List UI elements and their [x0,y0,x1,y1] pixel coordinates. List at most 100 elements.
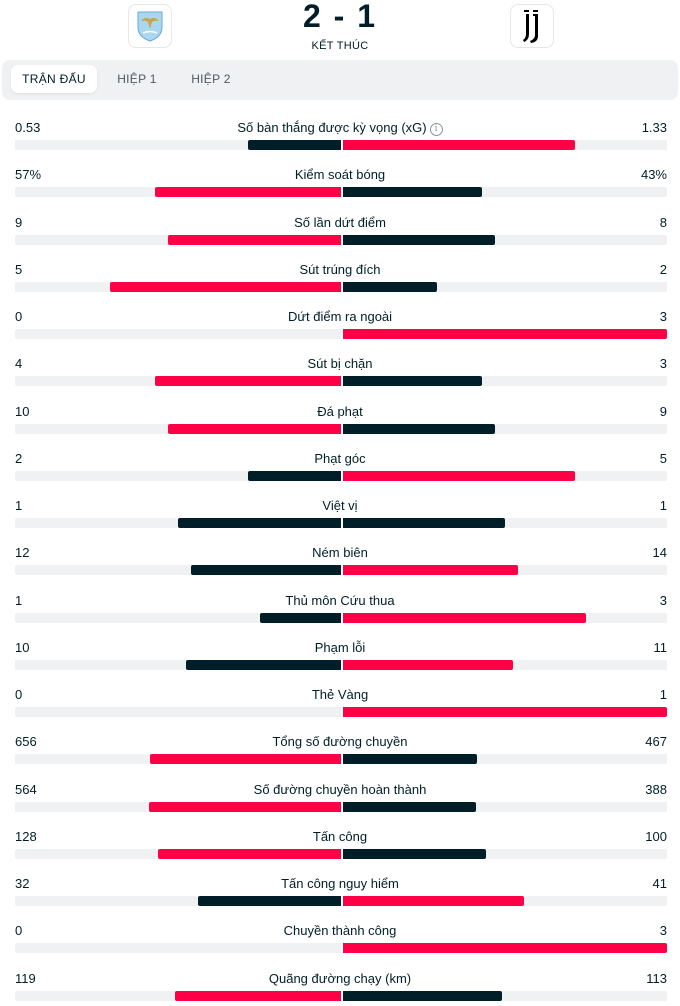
stat-label: Thủ môn Cứu thua [140,593,540,608]
away-stat-bar [343,140,575,150]
away-stat-bar-track [343,990,667,1001]
stat-row: 9 Số lần dứt điểm 8 [0,213,680,260]
away-stat-value: 113 [646,970,667,986]
away-stat-value: 1 [659,498,667,513]
stat-label: Tấn công nguy hiểm [140,876,540,891]
home-stat-bar-track [15,848,341,859]
stat-row: 564 Số đường chuyền hoàn thành 388 [0,780,680,827]
home-stat-value: 10 [15,639,30,655]
home-stat-bar-track [15,990,341,1001]
away-stat-bar [343,801,476,812]
away-stat-bar [343,754,478,765]
home-stat-bar [178,518,341,528]
stat-row: 1 Thủ môn Cứu thua 3 [0,591,680,638]
stat-row: 128 Tấn công 100 [0,827,680,874]
stat-label-text: Việt vị [322,498,358,513]
away-stat-value: 5 [659,450,667,466]
home-stat-bar-track [15,329,341,339]
tab-match[interactable]: TRẬN ĐẤU [11,65,97,93]
stat-label: Chuyền thành công [140,923,540,938]
home-stat-value: 128 [15,828,37,844]
home-stat-value: 57% [15,167,42,183]
stat-label: Sút bị chặn [140,356,540,371]
home-stat-bar-track [15,707,341,717]
away-stat-value: 3 [659,923,667,939]
home-stat-bar [186,659,341,670]
home-stat-value: 0 [15,309,23,324]
away-stat-value: 9 [659,403,667,419]
stat-label-text: Tấn công [312,828,368,844]
stat-row: 4 Sút bị chặn 3 [0,354,680,401]
home-stat-bar-track [15,754,341,765]
away-stat-bar [343,659,514,670]
match-status: KẾT THÚC [311,40,369,52]
stat-label-text: Tổng số đường chuyền [272,734,408,750]
home-stat-bar [191,565,341,576]
away-stat-value: 3 [659,356,667,372]
home-stat-value: 10 [15,403,30,419]
stat-row: 1 Việt vị 1 [0,496,680,543]
away-stat-bar-track [343,518,667,528]
stat-label-text: Số lần dứt điểm [294,214,386,230]
away-stat-value: 43% [640,167,667,183]
stat-row: 0 Dứt điểm ra ngoài 3 [0,307,680,354]
info-icon[interactable]: i [429,123,443,136]
home-stat-bar [155,376,341,387]
stat-row: 0 Thẻ Vàng 1 [0,685,680,732]
stat-label: Số đường chuyền hoàn thành [140,782,540,797]
home-stat-bar-track [15,376,341,387]
stat-label: Phạm lỗi [140,640,540,655]
stat-label-text: Thủ môn Cứu thua [285,592,395,608]
away-stat-value: 41 [652,876,667,891]
stat-label: Tấn công [140,829,540,844]
stat-label-text: Số bàn thắng được kỳ vọng (xG) [237,120,427,135]
away-stat-value: 1.33 [641,120,667,135]
home-stat-bar [174,990,341,1001]
away-team-logo[interactable] [510,4,554,48]
away-stat-bar [343,423,496,434]
stat-label-text: Chuyền thành công [283,923,397,939]
home-stat-bar-track [15,801,341,812]
home-stat-value: 119 [15,970,36,986]
away-stat-bar-track [343,707,667,717]
home-stat-bar [109,281,341,292]
stat-label: Quãng đường chạy (km) [140,971,540,986]
away-stat-bar-track [343,234,667,245]
home-stat-bar-track [15,281,341,292]
away-stat-bar-track [343,187,667,198]
away-stat-value: 3 [659,592,667,608]
away-stat-value: 8 [659,214,667,230]
away-stat-bar [343,707,667,717]
home-stat-value: 9 [15,214,23,230]
tab-second-half[interactable]: HIỆP 2 [191,72,231,86]
home-stat-value: 0.53 [15,120,41,135]
home-stat-bar-track [15,423,341,434]
away-stat-bar [343,470,575,481]
home-stat-bar [259,612,341,623]
away-stat-bar [343,990,502,1001]
away-stat-bar [343,848,486,859]
stat-label-text: Dứt điểm ra ngoài [287,309,393,324]
stat-row: 119 Quãng đường chạy (km) 113 [0,969,680,1006]
away-stat-value: 467 [645,734,667,750]
tab-first-half[interactable]: HIỆP 1 [117,72,157,86]
away-stat-bar-track [343,470,667,481]
home-stat-value: 32 [15,876,30,891]
stat-label-text: Phạt góc [314,450,366,466]
home-team-logo[interactable] [128,4,172,48]
home-stat-bar-track [15,565,341,576]
away-stat-bar [343,376,483,387]
away-stat-bar-track [343,329,667,339]
home-stat-bar [168,234,341,245]
home-stat-bar [197,896,341,906]
stat-label: Tổng số đường chuyền [140,734,540,749]
home-stat-bar [248,470,341,481]
home-stat-bar-track [15,943,341,954]
home-stat-value: 4 [15,356,23,372]
stat-label: Việt vị [140,498,540,513]
away-stat-value: 11 [653,639,668,655]
away-stat-bar [343,187,483,198]
home-stat-value: 5 [15,261,23,277]
away-stat-bar-track [343,896,667,906]
away-stat-bar [343,612,586,623]
